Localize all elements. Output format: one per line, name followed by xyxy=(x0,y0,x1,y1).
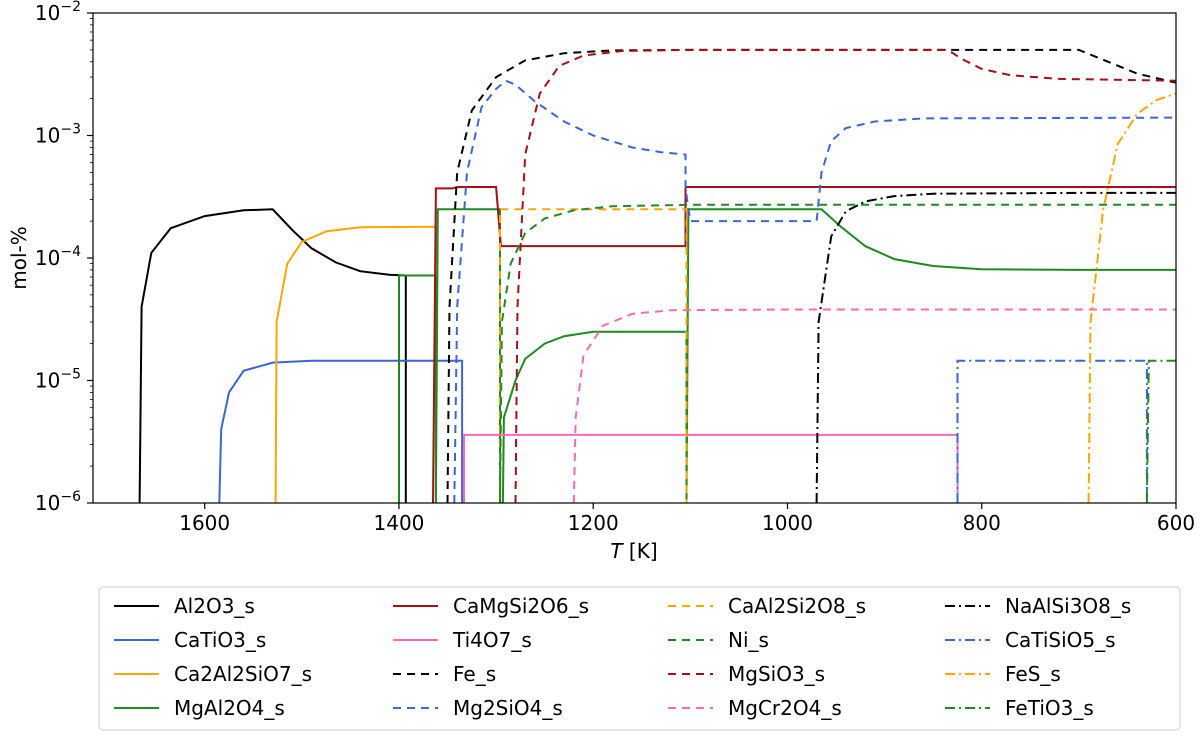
legend-label-5: Ti4O7_s xyxy=(452,628,532,652)
y-tick-label-2: 10−4 xyxy=(35,244,81,270)
series-line-7 xyxy=(453,79,1176,503)
series-line-0 xyxy=(138,208,407,503)
x-axis-label: T [K] xyxy=(610,539,657,563)
y-tick-exponent: −3 xyxy=(60,122,81,138)
series-line-2 xyxy=(274,225,437,503)
y-axis-label: mol-% xyxy=(7,226,31,290)
y-tick-base: 10 xyxy=(35,369,60,393)
x-tick-label-0: 1600 xyxy=(179,511,230,535)
series-line-4 xyxy=(432,186,1176,503)
x-tick-label-1: 1400 xyxy=(374,511,425,535)
y-tick-base: 10 xyxy=(35,246,60,270)
legend-label-1: CaTiO3_s xyxy=(174,628,266,652)
y-tick-base: 10 xyxy=(35,491,60,515)
series-line-3 xyxy=(398,208,1176,503)
legend-label-13: CaTiSiO5_s xyxy=(1005,628,1116,652)
legend-label-4: CaMgSi2O6_s xyxy=(453,594,589,618)
legend-label-3: MgAl2O4_s xyxy=(174,696,285,720)
ticks-group: 1600 1400 1200 1000 800 60010−210−310−410−510… xyxy=(35,0,1195,535)
legend-label-10: MgSiO3_s xyxy=(728,662,825,686)
series-line-12 xyxy=(815,191,1176,503)
legend-label-2: Ca2Al2SiO7_s xyxy=(174,662,312,686)
series-line-8 xyxy=(499,208,688,503)
x-tick-label-2: 1200 xyxy=(568,511,619,535)
legend-label-8: CaAl2Si2O8_s xyxy=(728,594,866,618)
series-line-10 xyxy=(514,48,1176,503)
y-tick-label-3: 10−5 xyxy=(35,367,81,393)
y-tick-exponent: −2 xyxy=(60,0,81,15)
y-tick-label-4: 10−6 xyxy=(35,489,81,515)
series-line-9 xyxy=(499,203,1176,503)
y-tick-exponent: −4 xyxy=(60,244,81,260)
legend-frame xyxy=(98,586,1181,731)
legend-label-9: Ni_s xyxy=(728,628,769,652)
y-tick-exponent: −5 xyxy=(60,367,81,383)
y-tick-exponent: −6 xyxy=(60,489,81,505)
legend-label-14: FeS_s xyxy=(1005,662,1061,686)
y-tick-label-0: 10−2 xyxy=(35,0,81,25)
x-tick-label-5: 600 xyxy=(1157,511,1195,535)
x-tick-label-3: 1000 xyxy=(762,511,813,535)
series-line-11 xyxy=(572,308,1176,503)
series-line-6 xyxy=(446,48,1176,503)
y-tick-label-1: 10−3 xyxy=(35,122,81,148)
y-tick-base: 10 xyxy=(35,1,60,25)
legend-label-11: MgCr2O4_s xyxy=(728,696,842,720)
x-axis-label-var: T xyxy=(610,539,624,563)
series-group xyxy=(138,48,1176,503)
legend-label-0: Al2O3_s xyxy=(174,594,255,618)
legend-group: Al2O3_s CaTiO3_s Ca2Al2SiO7_s MgAl2O4_s CaMg… xyxy=(114,594,1131,720)
x-tick-label-4: 800 xyxy=(963,511,1001,535)
x-axis-label-unit: [K] xyxy=(623,539,658,563)
legend-label-7: Mg2SiO4_s xyxy=(453,696,563,720)
y-tick-base: 10 xyxy=(35,124,60,148)
series-line-14 xyxy=(1087,92,1176,503)
series-line-13 xyxy=(956,359,1148,503)
legend-label-12: NaAlSi3O8_s xyxy=(1005,594,1131,618)
legend-label-15: FeTiO3_s xyxy=(1005,696,1094,720)
series-line-15 xyxy=(1145,359,1176,503)
legend-label-6: Fe_s xyxy=(453,662,496,686)
